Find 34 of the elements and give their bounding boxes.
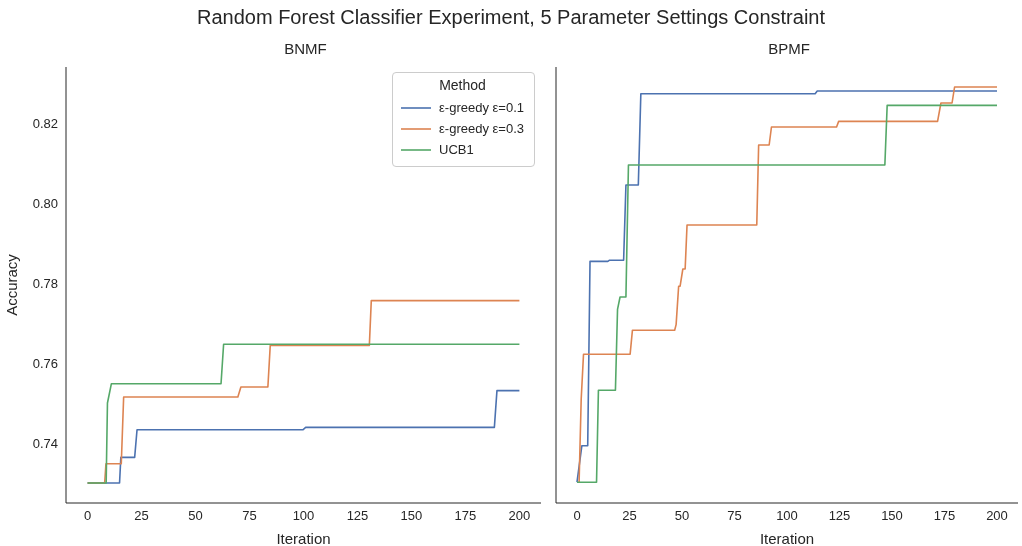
y-tick-label: 0.82 (32, 115, 58, 131)
legend-title: Method (438, 77, 487, 93)
x-tick-label: 0 (83, 508, 92, 524)
x-tick-label: 75 (727, 508, 742, 524)
x-tick-label: 200 (986, 508, 1008, 524)
x-tick-label: 175 (933, 508, 956, 524)
x-tick-label: 0 (573, 508, 581, 524)
legend-label: ε-greedy ε=0.1 (439, 100, 524, 115)
x-tick-label: 100 (292, 508, 315, 524)
x-tick-label: 125 (346, 508, 369, 524)
chart-title: BPMF (767, 40, 811, 59)
y-axis-title: Accuracy (3, 253, 21, 316)
line-series (86, 343, 521, 484)
y-tick-label: 0.74 (32, 435, 58, 451)
x-tick-label: 150 (881, 508, 903, 524)
y-tick-label: 0.76 (32, 355, 58, 371)
x-tick-label: 25 (134, 508, 149, 524)
x-tick-label: 50 (188, 508, 203, 524)
x-tick-label: 200 (508, 508, 531, 524)
legend-label: ε-greedy ε=0.3 (439, 121, 524, 136)
x-tick-label: 50 (674, 508, 690, 524)
x-tick-label: 150 (400, 508, 423, 524)
x-axis-title: Iteration (759, 530, 815, 546)
x-tick-label: 25 (622, 508, 637, 524)
x-axis-title: Iteration (276, 530, 331, 546)
x-tick-label: 175 (454, 508, 477, 524)
y-tick-label: 0.80 (32, 195, 58, 211)
chart-title: BNMF (283, 40, 328, 59)
x-tick-label: 100 (776, 508, 798, 524)
y-tick-label: 0.78 (32, 275, 58, 291)
text: Random Forest Classifier Experiment, 5 Parameter Settings Constraint (196, 6, 826, 29)
x-tick-label: 75 (242, 508, 257, 524)
legend-label: UCB1 (439, 142, 474, 157)
x-tick-label: 125 (828, 508, 851, 524)
